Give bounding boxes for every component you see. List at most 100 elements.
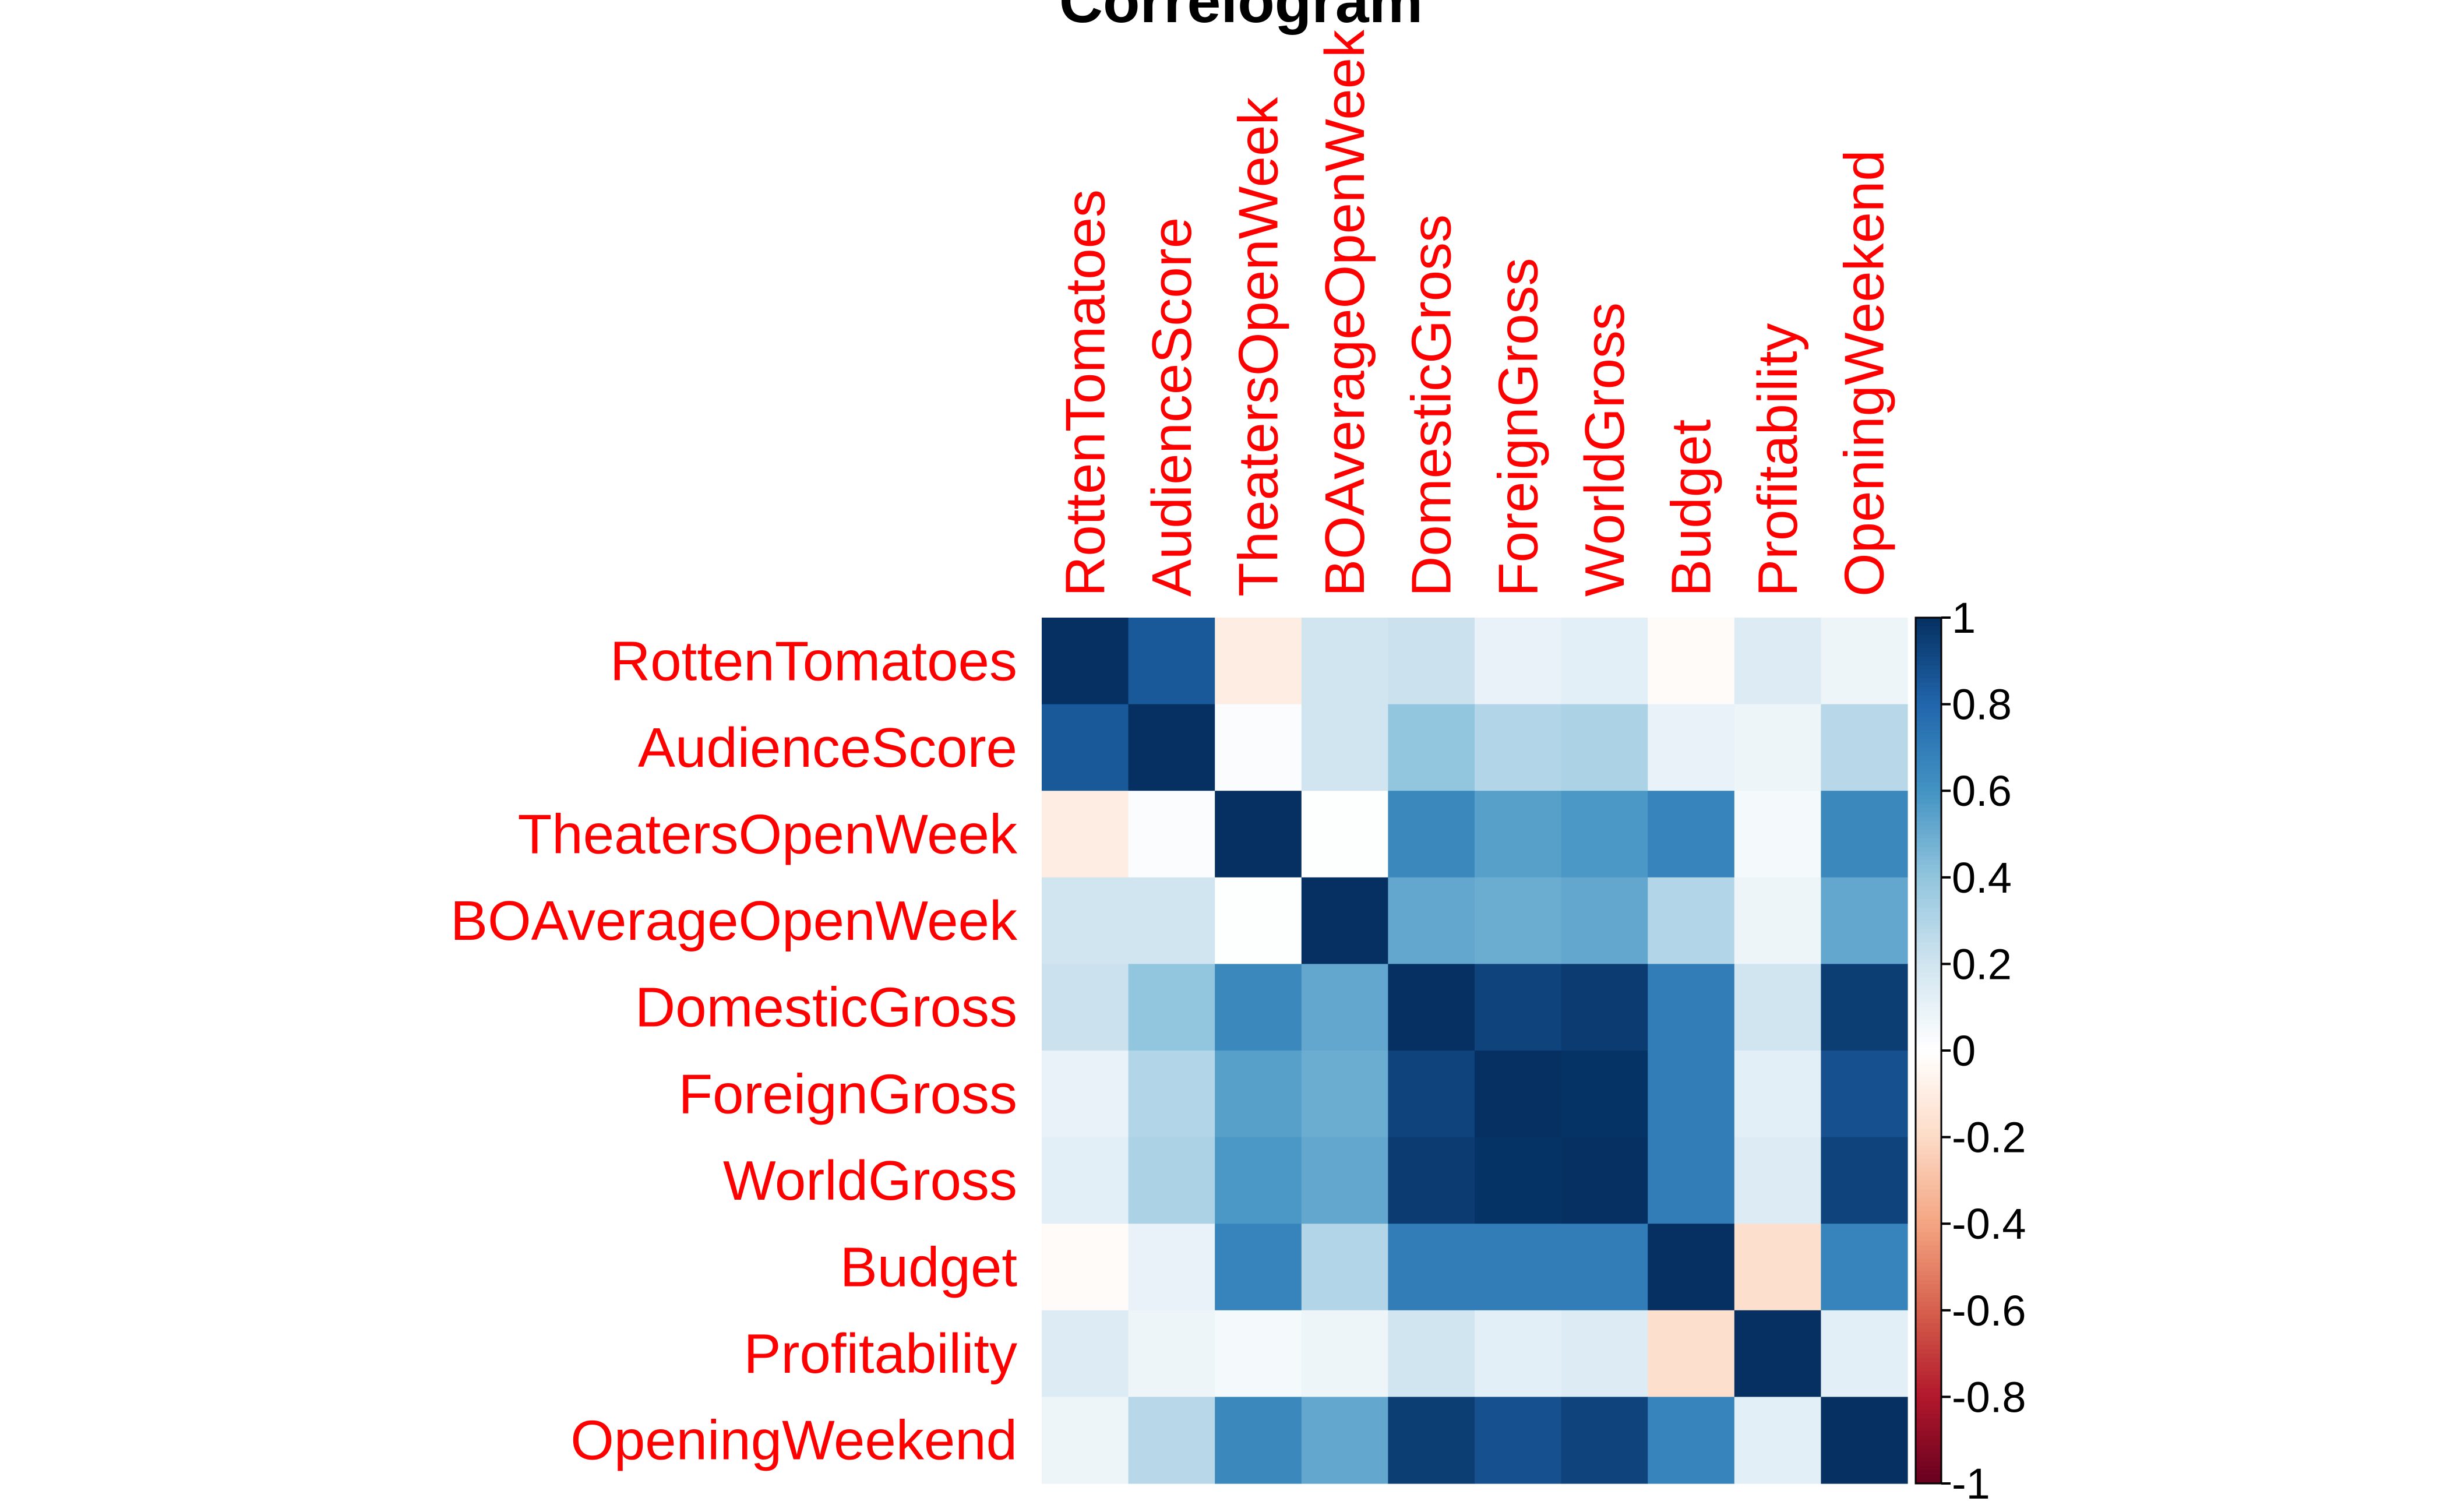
colorbar-band: [1916, 1185, 1941, 1190]
heatmap-cell: [1734, 704, 1821, 791]
heatmap-cell: [1388, 1310, 1475, 1397]
colorbar-tick-label: 0.6: [1952, 767, 2012, 815]
column-label: TheatersOpenWeek: [1228, 97, 1290, 597]
heatmap-cell: [1388, 791, 1475, 878]
colorbar-band: [1916, 1366, 1941, 1372]
colorbar-band: [1916, 1089, 1941, 1095]
heatmap-cell: [1648, 1137, 1735, 1224]
heatmap-cell: [1734, 791, 1821, 878]
colorbar-band: [1916, 1388, 1941, 1393]
colorbar-band: [1916, 834, 1941, 839]
colorbar-band: [1916, 1284, 1941, 1289]
colorbar-band: [1916, 1310, 1941, 1316]
colorbar-band: [1916, 873, 1941, 878]
colorbar-band: [1916, 760, 1941, 766]
colorbar-band: [1916, 1297, 1941, 1302]
colorbar-band: [1916, 868, 1941, 874]
colorbar-band: [1916, 1414, 1941, 1419]
colorbar-band: [1916, 1319, 1941, 1324]
heatmap-cell: [1561, 1310, 1648, 1397]
colorbar-band: [1916, 713, 1941, 718]
colorbar-band: [1916, 1085, 1941, 1090]
heatmap-cell: [1475, 1224, 1562, 1311]
colorbar-band: [1916, 989, 1941, 995]
column-label: Budget: [1660, 420, 1723, 597]
heatmap-cell: [1301, 1224, 1388, 1311]
heatmap-cell: [1215, 964, 1302, 1051]
colorbar-tick-label: 0.2: [1952, 940, 2012, 988]
heatmap-cell: [1734, 618, 1821, 705]
colorbar-band: [1916, 1409, 1941, 1415]
colorbar-band: [1916, 1258, 1941, 1263]
column-label: Profitability: [1747, 323, 1809, 597]
heatmap-cell: [1561, 877, 1648, 964]
colorbar-band: [1916, 730, 1941, 735]
heatmap-cell: [1734, 1137, 1821, 1224]
heatmap-cell: [1821, 618, 1908, 705]
colorbar-band: [1916, 1007, 1941, 1012]
column-label: DomesticGross: [1401, 214, 1463, 597]
heatmap-cell: [1301, 1310, 1388, 1397]
heatmap-cell: [1215, 1224, 1302, 1311]
colorbar-band: [1916, 721, 1941, 727]
colorbar-band: [1916, 799, 1941, 805]
row-label: OpeningWeekend: [570, 1409, 1017, 1472]
colorbar-tick-label: -0.6: [1952, 1287, 2026, 1335]
colorbar-band: [1916, 1345, 1941, 1350]
colorbar-band: [1916, 1327, 1941, 1333]
heatmap-cell: [1128, 1310, 1215, 1397]
colorbar-band: [1916, 894, 1941, 900]
heatmap-cell: [1128, 1137, 1215, 1224]
colorbar-band: [1916, 1020, 1941, 1025]
heatmap-cell: [1648, 791, 1735, 878]
colorbar-band: [1916, 669, 1941, 675]
heatmap-cell: [1128, 704, 1215, 791]
heatmap-cell: [1215, 704, 1302, 791]
colorbar-band: [1916, 1146, 1941, 1151]
colorbar-band: [1916, 725, 1941, 731]
colorbar-band: [1916, 1055, 1941, 1060]
colorbar-band: [1916, 1094, 1941, 1099]
colorbar-band: [1916, 1028, 1941, 1034]
colorbar-band: [1916, 1193, 1941, 1199]
colorbar-band: [1916, 985, 1941, 991]
heatmap-cell: [1388, 1397, 1475, 1484]
heatmap-cell: [1821, 791, 1908, 878]
colorbar-band: [1916, 652, 1941, 657]
colorbar-band: [1916, 1475, 1941, 1480]
heatmap-cell: [1475, 704, 1562, 791]
colorbar-band: [1916, 1392, 1941, 1398]
colorbar-band: [1916, 643, 1941, 648]
colorbar-band: [1916, 618, 1941, 623]
colorbar-band: [1916, 981, 1941, 986]
colorbar-band: [1916, 1275, 1941, 1281]
colorbar-band: [1916, 1051, 1941, 1056]
colorbar-band: [1916, 1119, 1941, 1125]
colorbar-band: [1916, 898, 1941, 904]
colorbar-band: [1916, 756, 1941, 761]
heatmap-cell: [1648, 1397, 1735, 1484]
colorbar-band: [1916, 937, 1941, 943]
heatmap-cell: [1128, 1224, 1215, 1311]
colorbar-band: [1916, 1067, 1941, 1073]
heatmap-cell: [1561, 1137, 1648, 1224]
colorbar-band: [1916, 700, 1941, 705]
heatmap-cell: [1648, 704, 1735, 791]
colorbar-band: [1916, 1158, 1941, 1164]
colorbar-band: [1916, 1215, 1941, 1220]
colorbar-band: [1916, 1081, 1941, 1086]
heatmap-cell: [1648, 877, 1735, 964]
row-label: WorldGross: [723, 1150, 1017, 1212]
heatmap-cell: [1128, 618, 1215, 705]
heatmap-cell: [1388, 1137, 1475, 1224]
colorbar-band: [1916, 1314, 1941, 1320]
heatmap-cell: [1821, 964, 1908, 1051]
heatmap-cell: [1388, 1051, 1475, 1138]
colorbar-band: [1916, 1422, 1941, 1428]
heatmap-cell: [1734, 1224, 1821, 1311]
colorbar-tick-label: 0.8: [1952, 681, 2012, 729]
colorbar-band: [1916, 838, 1941, 844]
column-label: AudienceScore: [1141, 217, 1203, 597]
colorbar-band: [1916, 1141, 1941, 1147]
